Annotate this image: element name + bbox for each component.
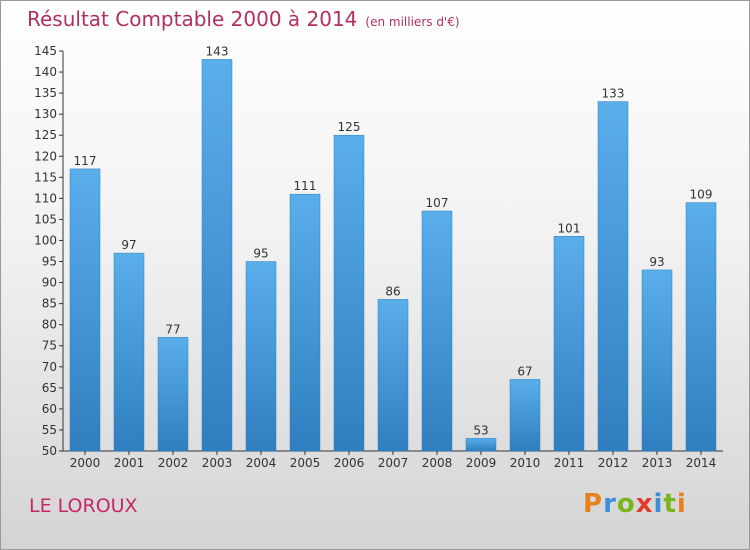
y-tick-label: 85	[42, 297, 57, 311]
x-tick-label: 2011	[554, 456, 585, 470]
y-tick-label: 60	[42, 402, 57, 416]
bar-2012	[597, 101, 629, 452]
y-tick-label: 130	[34, 107, 57, 121]
bar-2006	[333, 134, 365, 452]
y-tick-label: 140	[34, 65, 57, 79]
bar-value-label: 95	[253, 247, 268, 261]
x-tick-label: 2000	[70, 456, 101, 470]
x-tick-label: 2004	[246, 456, 277, 470]
bar-2011	[553, 236, 585, 452]
bar-value-label: 111	[294, 179, 317, 193]
x-tick-label: 2003	[202, 456, 233, 470]
bar-value-label: 67	[517, 364, 532, 378]
y-tick-label: 80	[42, 318, 57, 332]
y-tick-label: 65	[42, 381, 57, 395]
y-tick-label: 145	[34, 44, 57, 58]
y-tick-label: 100	[34, 233, 57, 247]
y-tick-label: 95	[42, 255, 57, 269]
x-tick-label: 2006	[334, 456, 365, 470]
y-tick-label: 135	[34, 86, 57, 100]
y-tick-label: 75	[42, 339, 57, 353]
bar-2001	[113, 252, 145, 452]
x-tick-label: 2013	[642, 456, 673, 470]
bar-value-label: 117	[74, 154, 97, 168]
bar-2000	[69, 168, 101, 452]
y-tick-label: 125	[34, 128, 57, 142]
chart-title-text: Résultat Comptable 2000 à 2014	[27, 7, 358, 31]
bar-2014	[685, 202, 717, 452]
y-tick-label: 70	[42, 360, 57, 374]
place-name: LE LOROUX	[29, 495, 138, 517]
x-tick-label: 2010	[510, 456, 541, 470]
chart-title: Résultat Comptable 2000 à 2014 (en millie…	[27, 7, 460, 31]
y-tick-label: 55	[42, 423, 57, 437]
bar-value-label: 109	[690, 188, 713, 202]
bar-value-label: 97	[121, 238, 136, 252]
bar-2003	[201, 59, 233, 452]
x-tick-label: 2005	[290, 456, 321, 470]
bar-value-label: 107	[426, 196, 449, 210]
bar-value-label: 93	[649, 255, 664, 269]
x-tick-label: 2009	[466, 456, 497, 470]
bar-value-label: 125	[338, 120, 361, 134]
y-tick-label: 115	[34, 170, 57, 184]
bar-2004	[245, 261, 277, 452]
y-tick-label: 105	[34, 212, 57, 226]
bar-value-label: 77	[165, 322, 180, 336]
bar-value-label: 86	[385, 284, 400, 298]
bar-value-label: 133	[602, 87, 625, 101]
chart-unit-label: (en milliers d'€)	[365, 15, 460, 29]
x-tick-label: 2007	[378, 456, 409, 470]
bar-2002	[157, 337, 189, 452]
bar-value-label: 143	[206, 44, 229, 58]
bar-2007	[377, 299, 409, 452]
y-tick-label: 50	[42, 444, 57, 458]
x-tick-label: 2014	[686, 456, 717, 470]
bar-2009	[465, 438, 497, 452]
y-tick-label: 120	[34, 149, 57, 163]
y-tick-label: 90	[42, 276, 57, 290]
bar-2008	[421, 210, 453, 452]
bar-value-label: 101	[558, 221, 581, 235]
y-tick-label: 110	[34, 191, 57, 205]
bar-2005	[289, 193, 321, 452]
bar-2010	[509, 379, 541, 452]
proxiti-logo: Proxiti	[583, 489, 687, 519]
bar-2013	[641, 269, 673, 452]
x-tick-label: 2008	[422, 456, 453, 470]
x-tick-label: 2012	[598, 456, 629, 470]
x-tick-label: 2002	[158, 456, 189, 470]
x-tick-label: 2001	[114, 456, 145, 470]
bar-value-label: 53	[473, 423, 488, 437]
